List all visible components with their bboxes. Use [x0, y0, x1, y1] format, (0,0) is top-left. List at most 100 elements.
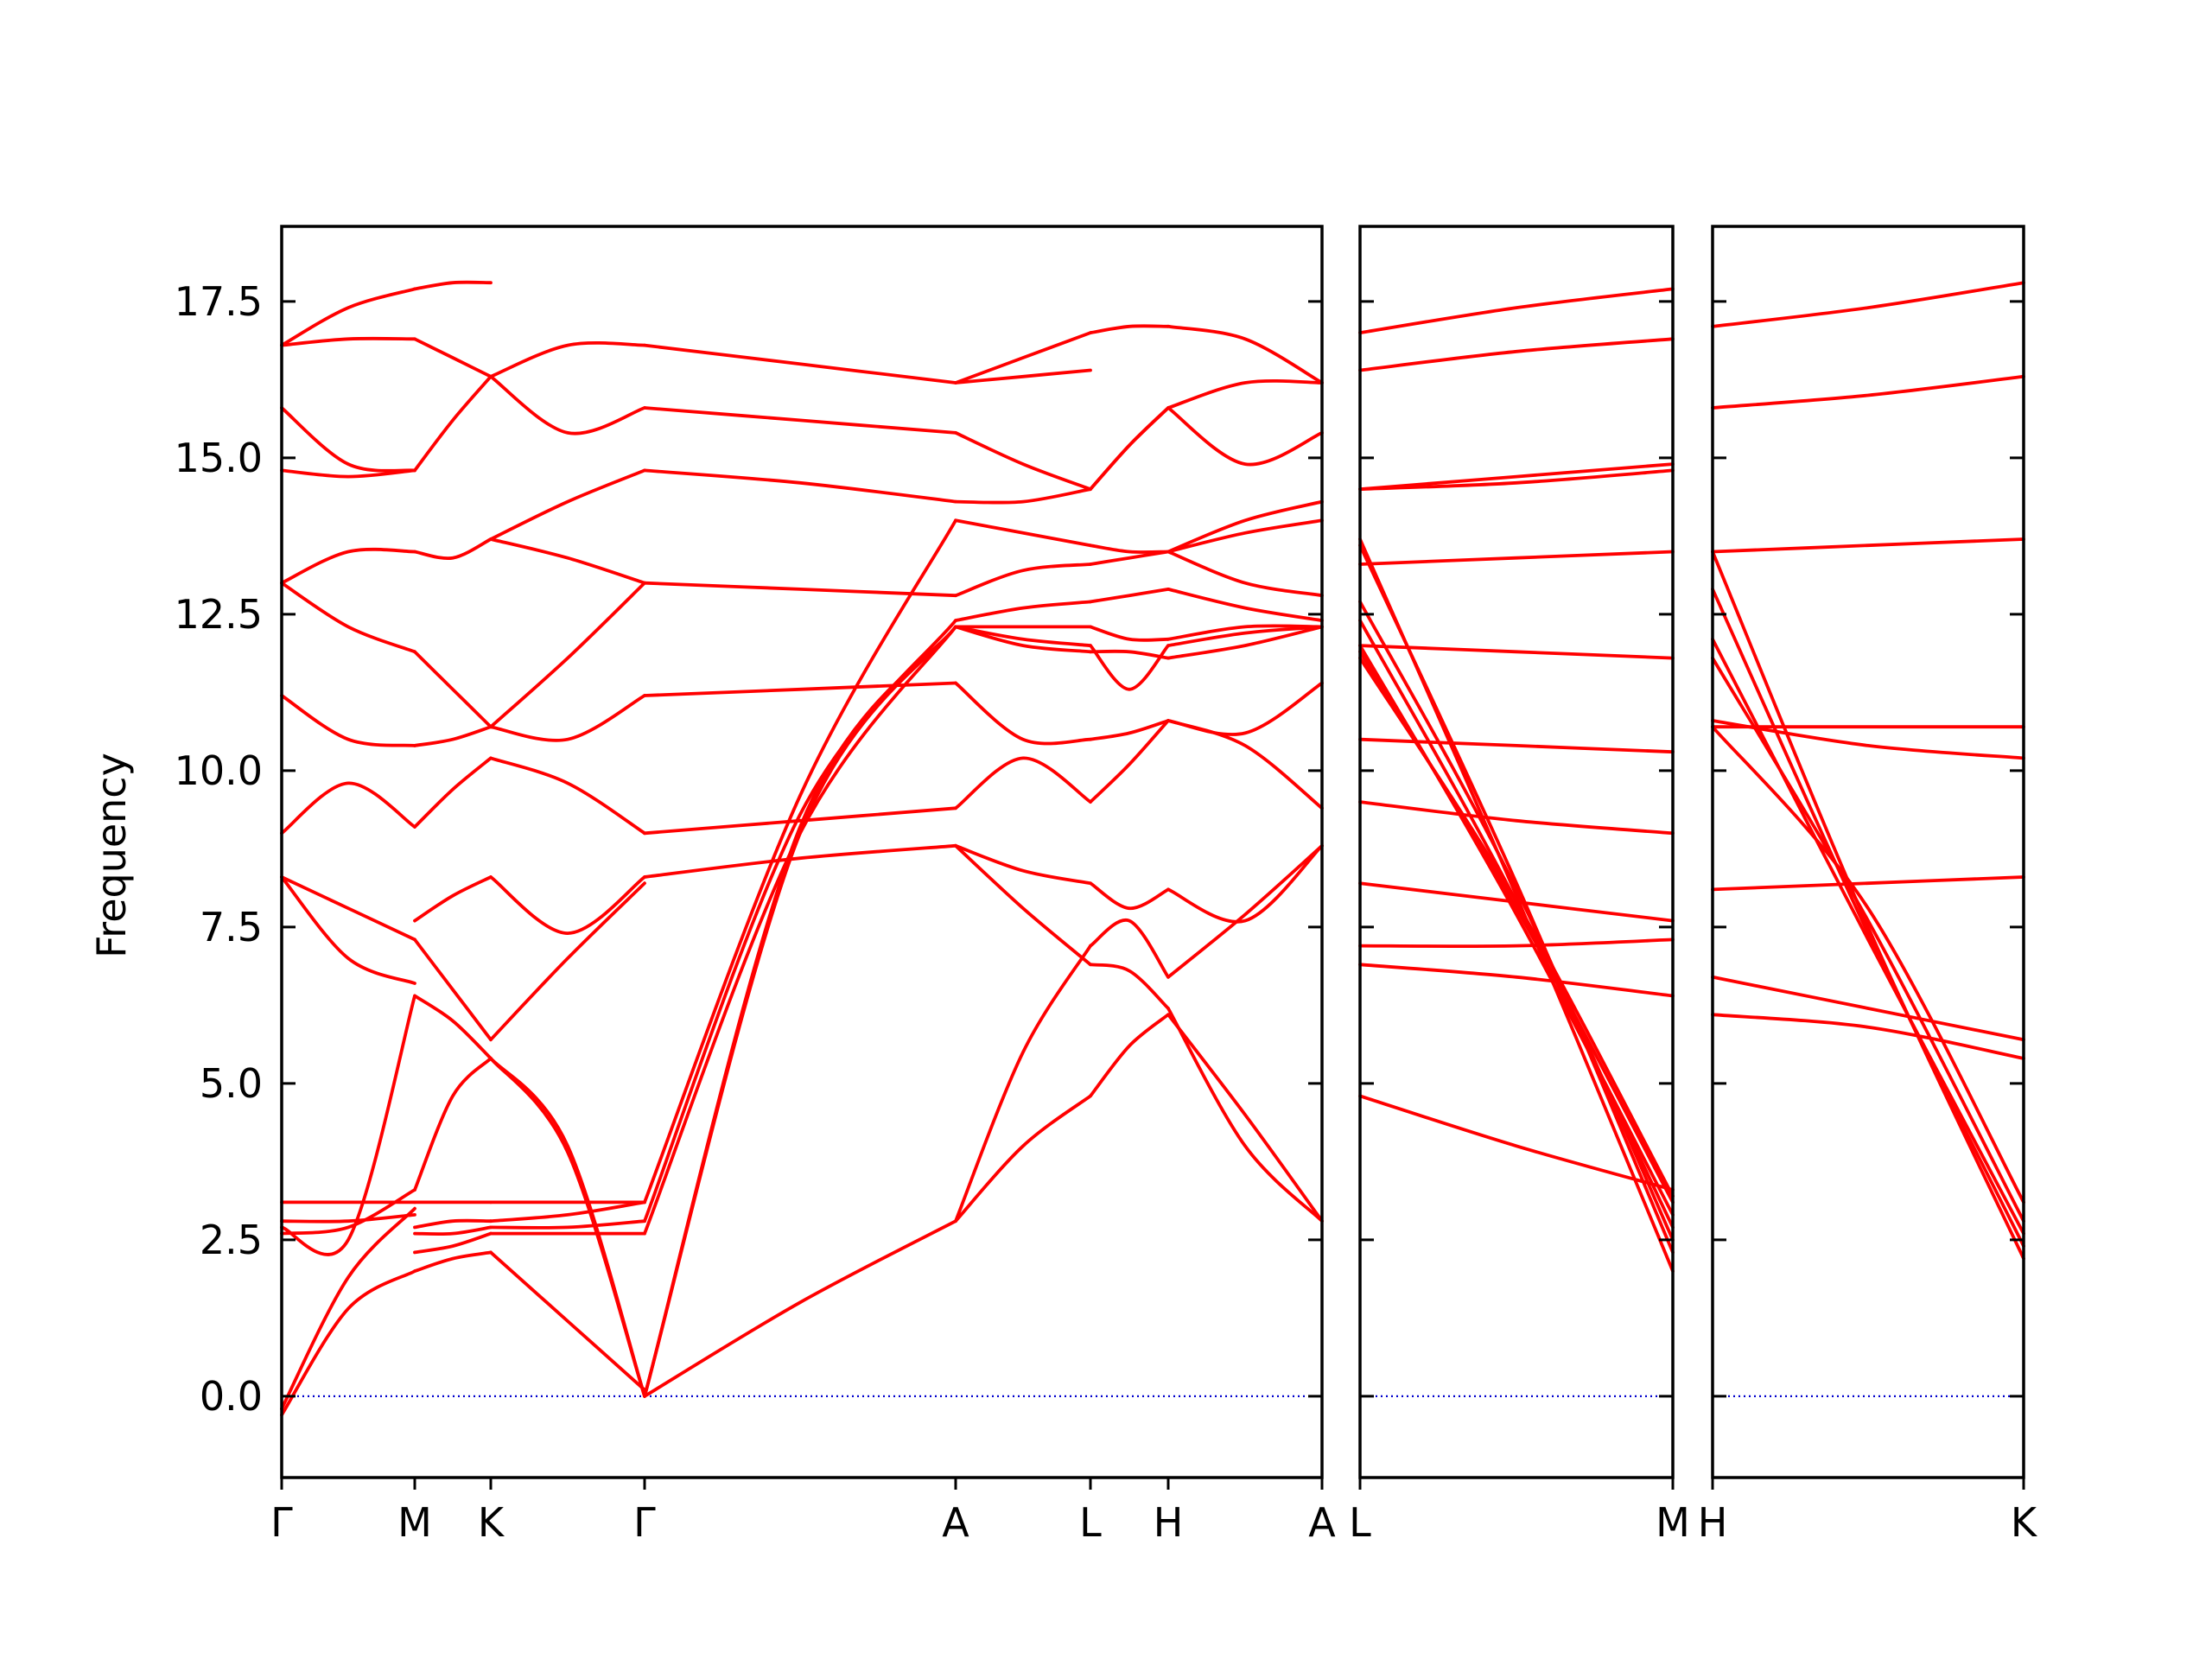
band-line-Γ-A-3 — [643, 625, 957, 1398]
band-line-L-M-11 — [1358, 337, 1675, 372]
band-line-H-K-6 — [1711, 374, 2025, 410]
band-line-H-K-7 — [1711, 281, 2025, 328]
band-line-Γ-M-14 — [280, 406, 416, 473]
band-line-K-Γ-3 — [489, 1219, 646, 1230]
x-tick-label: H — [1154, 1499, 1184, 1546]
band-line-H-K-8 — [1711, 719, 2025, 760]
band-line-Γ-A-11 — [643, 468, 957, 504]
band-line-L-H-8 — [1089, 644, 1170, 691]
y-axis-label: Frequency — [88, 753, 135, 958]
panel-2 — [1358, 287, 1675, 1397]
band-line-Γ-M-11 — [280, 581, 416, 654]
band-line-M-K-8 — [413, 938, 493, 1042]
band-line-M-K-13 — [413, 537, 493, 561]
band-line-Γ-M-1 — [280, 1269, 416, 1417]
band-line-A-L-6 — [954, 681, 1092, 746]
band-line-Γ-A-12 — [643, 406, 957, 435]
panel-frame — [280, 225, 1324, 1479]
band-line-L-H-5 — [1089, 719, 1170, 804]
x-tick-label: K — [478, 1499, 505, 1546]
band-line-Γ-M-15 — [280, 336, 416, 347]
band-line-H-A-14 — [1166, 406, 1324, 467]
band-line-L-M-19 — [1358, 656, 1675, 1198]
band-line-A-L-1 — [954, 1094, 1092, 1224]
band-line-H-A-3 — [1166, 843, 1324, 979]
band-line-Γ-A-10 — [643, 581, 957, 598]
band-line-Γ-M-5 — [280, 1213, 416, 1224]
band-line-M-K-12 — [413, 650, 493, 729]
y-tick-label: 17.5 — [175, 278, 263, 325]
band-line-A-L-11 — [954, 563, 1092, 598]
band-line-Γ-M-12 — [280, 547, 416, 585]
band-line-L-M-6 — [1358, 737, 1675, 754]
plot-area — [280, 280, 2025, 1417]
x-tick-label: M — [1656, 1499, 1690, 1546]
band-line-H-K-12 — [1711, 656, 2025, 1224]
band-line-Γ-M-10 — [280, 694, 416, 747]
band-line-Γ-M-9 — [280, 781, 416, 836]
y-tick-label: 10.0 — [175, 747, 263, 794]
band-line-H-K-3 — [1711, 875, 2025, 892]
band-line-L-M-18 — [1358, 650, 1675, 1205]
band-line-Γ-M-3 — [280, 1188, 416, 1236]
x-tick-label: L — [1079, 1499, 1102, 1546]
band-line-H-A-13 — [1166, 499, 1324, 554]
y-tick-label: 5.0 — [200, 1060, 263, 1107]
band-line-Γ-A-13 — [643, 343, 957, 385]
band-line-K-Γ-12 — [489, 581, 646, 729]
band-line-Γ-M-7 — [280, 875, 416, 985]
band-line-Γ-M-16 — [280, 287, 416, 347]
panel-frame — [1358, 225, 1675, 1479]
band-line-M-K-6 — [413, 1057, 493, 1192]
band-line-A-L-14 — [954, 431, 1092, 491]
band-line-Γ-A-6 — [643, 518, 957, 1205]
band-line-L-H-7 — [1089, 649, 1170, 660]
band-line-L-H-10 — [1089, 588, 1170, 604]
band-line-A-L-10 — [954, 600, 1092, 622]
band-line-A-L-5 — [954, 756, 1092, 810]
band-line-H-A-2 — [1166, 1007, 1324, 1224]
band-line-L-M-2 — [1358, 963, 1675, 998]
band-line-M-K-11 — [413, 725, 493, 747]
y-tick-label: 2.5 — [200, 1217, 263, 1263]
band-line-H-A-6 — [1166, 681, 1324, 736]
band-line-K-Γ-13 — [489, 537, 646, 585]
panel-1 — [280, 280, 1324, 1417]
band-line-Γ-A-2 — [643, 625, 957, 1398]
y-tick-label: 15.0 — [175, 435, 263, 481]
band-line-Γ-A-8 — [643, 806, 957, 836]
band-line-H-A-15 — [1166, 378, 1324, 410]
band-line-L-M-14 — [1358, 543, 1675, 1255]
panel-frame — [1711, 225, 2025, 1479]
band-line-A-L-15 — [954, 331, 1092, 385]
band-line-H-A-12 — [1166, 518, 1324, 554]
band-line-M-K-2 — [413, 1231, 493, 1255]
band-line-Γ-A-5 — [643, 619, 957, 1224]
band-line-A-L-8 — [954, 625, 1092, 647]
band-line-L-H-12 — [1089, 543, 1170, 554]
band-line-Γ-M-4 — [280, 994, 416, 1256]
band-line-H-A-11 — [1166, 550, 1324, 598]
band-line-K-Γ-14 — [489, 468, 646, 541]
band-line-K-Γ-9 — [489, 875, 646, 935]
x-tick-label: Γ — [633, 1499, 656, 1546]
band-line-M-K-10 — [413, 756, 493, 829]
band-line-K-Γ-11 — [489, 694, 646, 742]
band-line-M-K-15 — [413, 337, 493, 378]
x-tick-label: M — [397, 1499, 432, 1546]
band-line-H-A-7 — [1166, 625, 1324, 660]
band-line-H-K-2 — [1711, 975, 2025, 1042]
band-line-A-L-3 — [954, 843, 1092, 967]
band-line-K-Γ-1 — [489, 1250, 646, 1392]
band-line-L-H-9 — [1089, 625, 1170, 642]
band-line-L-H-2 — [1089, 963, 1170, 1010]
band-line-L-M-7 — [1358, 644, 1675, 660]
band-line-H-K-11 — [1711, 637, 2025, 1236]
band-line-M-K-16 — [413, 280, 493, 291]
band-line-L-M-9 — [1358, 468, 1675, 491]
band-line-M-K-3 — [413, 1225, 493, 1236]
band-line-H-K-5 — [1711, 537, 2025, 554]
band-line-Γ-M-2 — [280, 1206, 416, 1411]
x-tick-label: K — [2011, 1499, 2038, 1546]
